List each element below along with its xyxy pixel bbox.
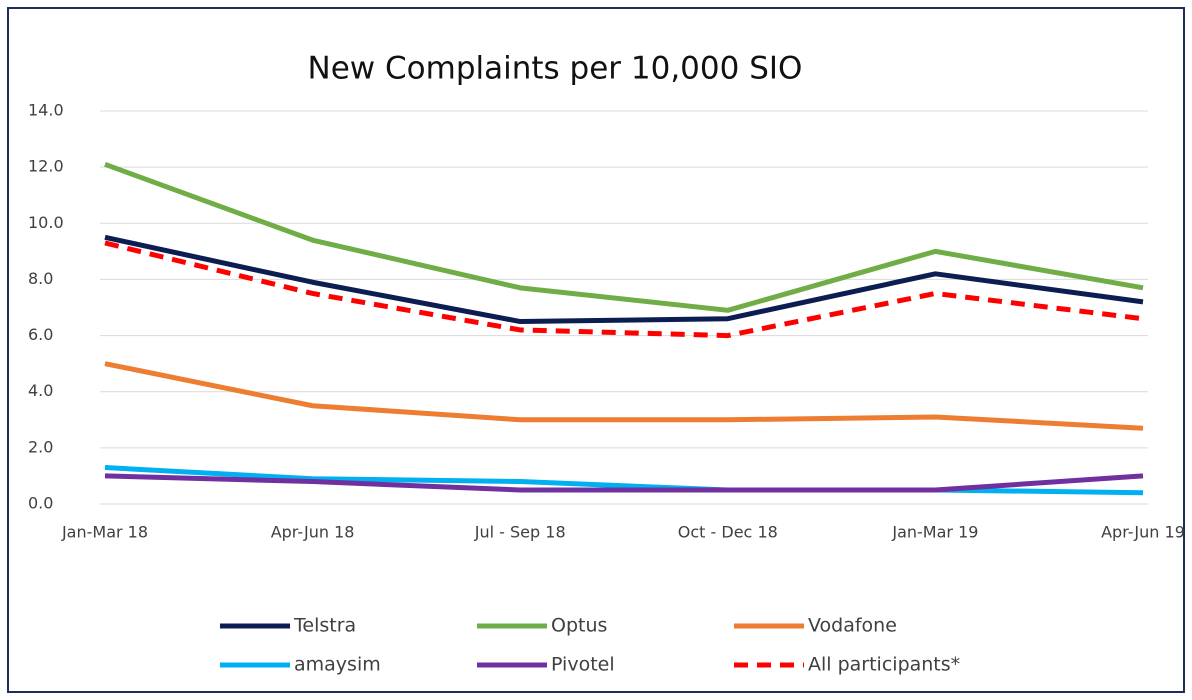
- chart-title: New Complaints per 10,000 SIO: [308, 51, 803, 87]
- series-line: [104, 234, 1144, 325]
- x-tick-label: Jan-Mar 18: [61, 523, 148, 542]
- x-tick-label: Apr-Jun 18: [271, 523, 355, 542]
- series-line: [104, 465, 1144, 496]
- x-tick-label: Jul - Sep 18: [474, 523, 566, 542]
- series-line: [104, 473, 1144, 493]
- legend-label: Pivotel: [551, 654, 615, 676]
- series-line: [104, 161, 1144, 313]
- legend-label: amaysim: [294, 654, 381, 676]
- y-tick-label: 12.0: [28, 157, 64, 176]
- series-line: [104, 361, 1144, 431]
- x-tick-label: Jan-Mar 19: [891, 523, 978, 542]
- chart-border: [7, 7, 1185, 693]
- y-tick-label: 14.0: [28, 101, 64, 120]
- y-tick-label: 2.0: [28, 437, 53, 456]
- legend-label: Telstra: [293, 615, 356, 637]
- series-line: [104, 240, 1144, 339]
- legend-label: Optus: [551, 615, 607, 637]
- legend-label: All participants*: [808, 654, 960, 676]
- y-tick-label: 0.0: [28, 494, 53, 513]
- y-tick-label: 4.0: [28, 381, 53, 400]
- legend-label: Vodafone: [808, 615, 897, 637]
- x-tick-label: Oct - Dec 18: [678, 523, 778, 542]
- y-tick-label: 6.0: [28, 325, 53, 344]
- y-tick-label: 8.0: [28, 269, 53, 288]
- x-tick-label: Apr-Jun 19: [1101, 523, 1185, 542]
- y-tick-label: 10.0: [28, 213, 64, 232]
